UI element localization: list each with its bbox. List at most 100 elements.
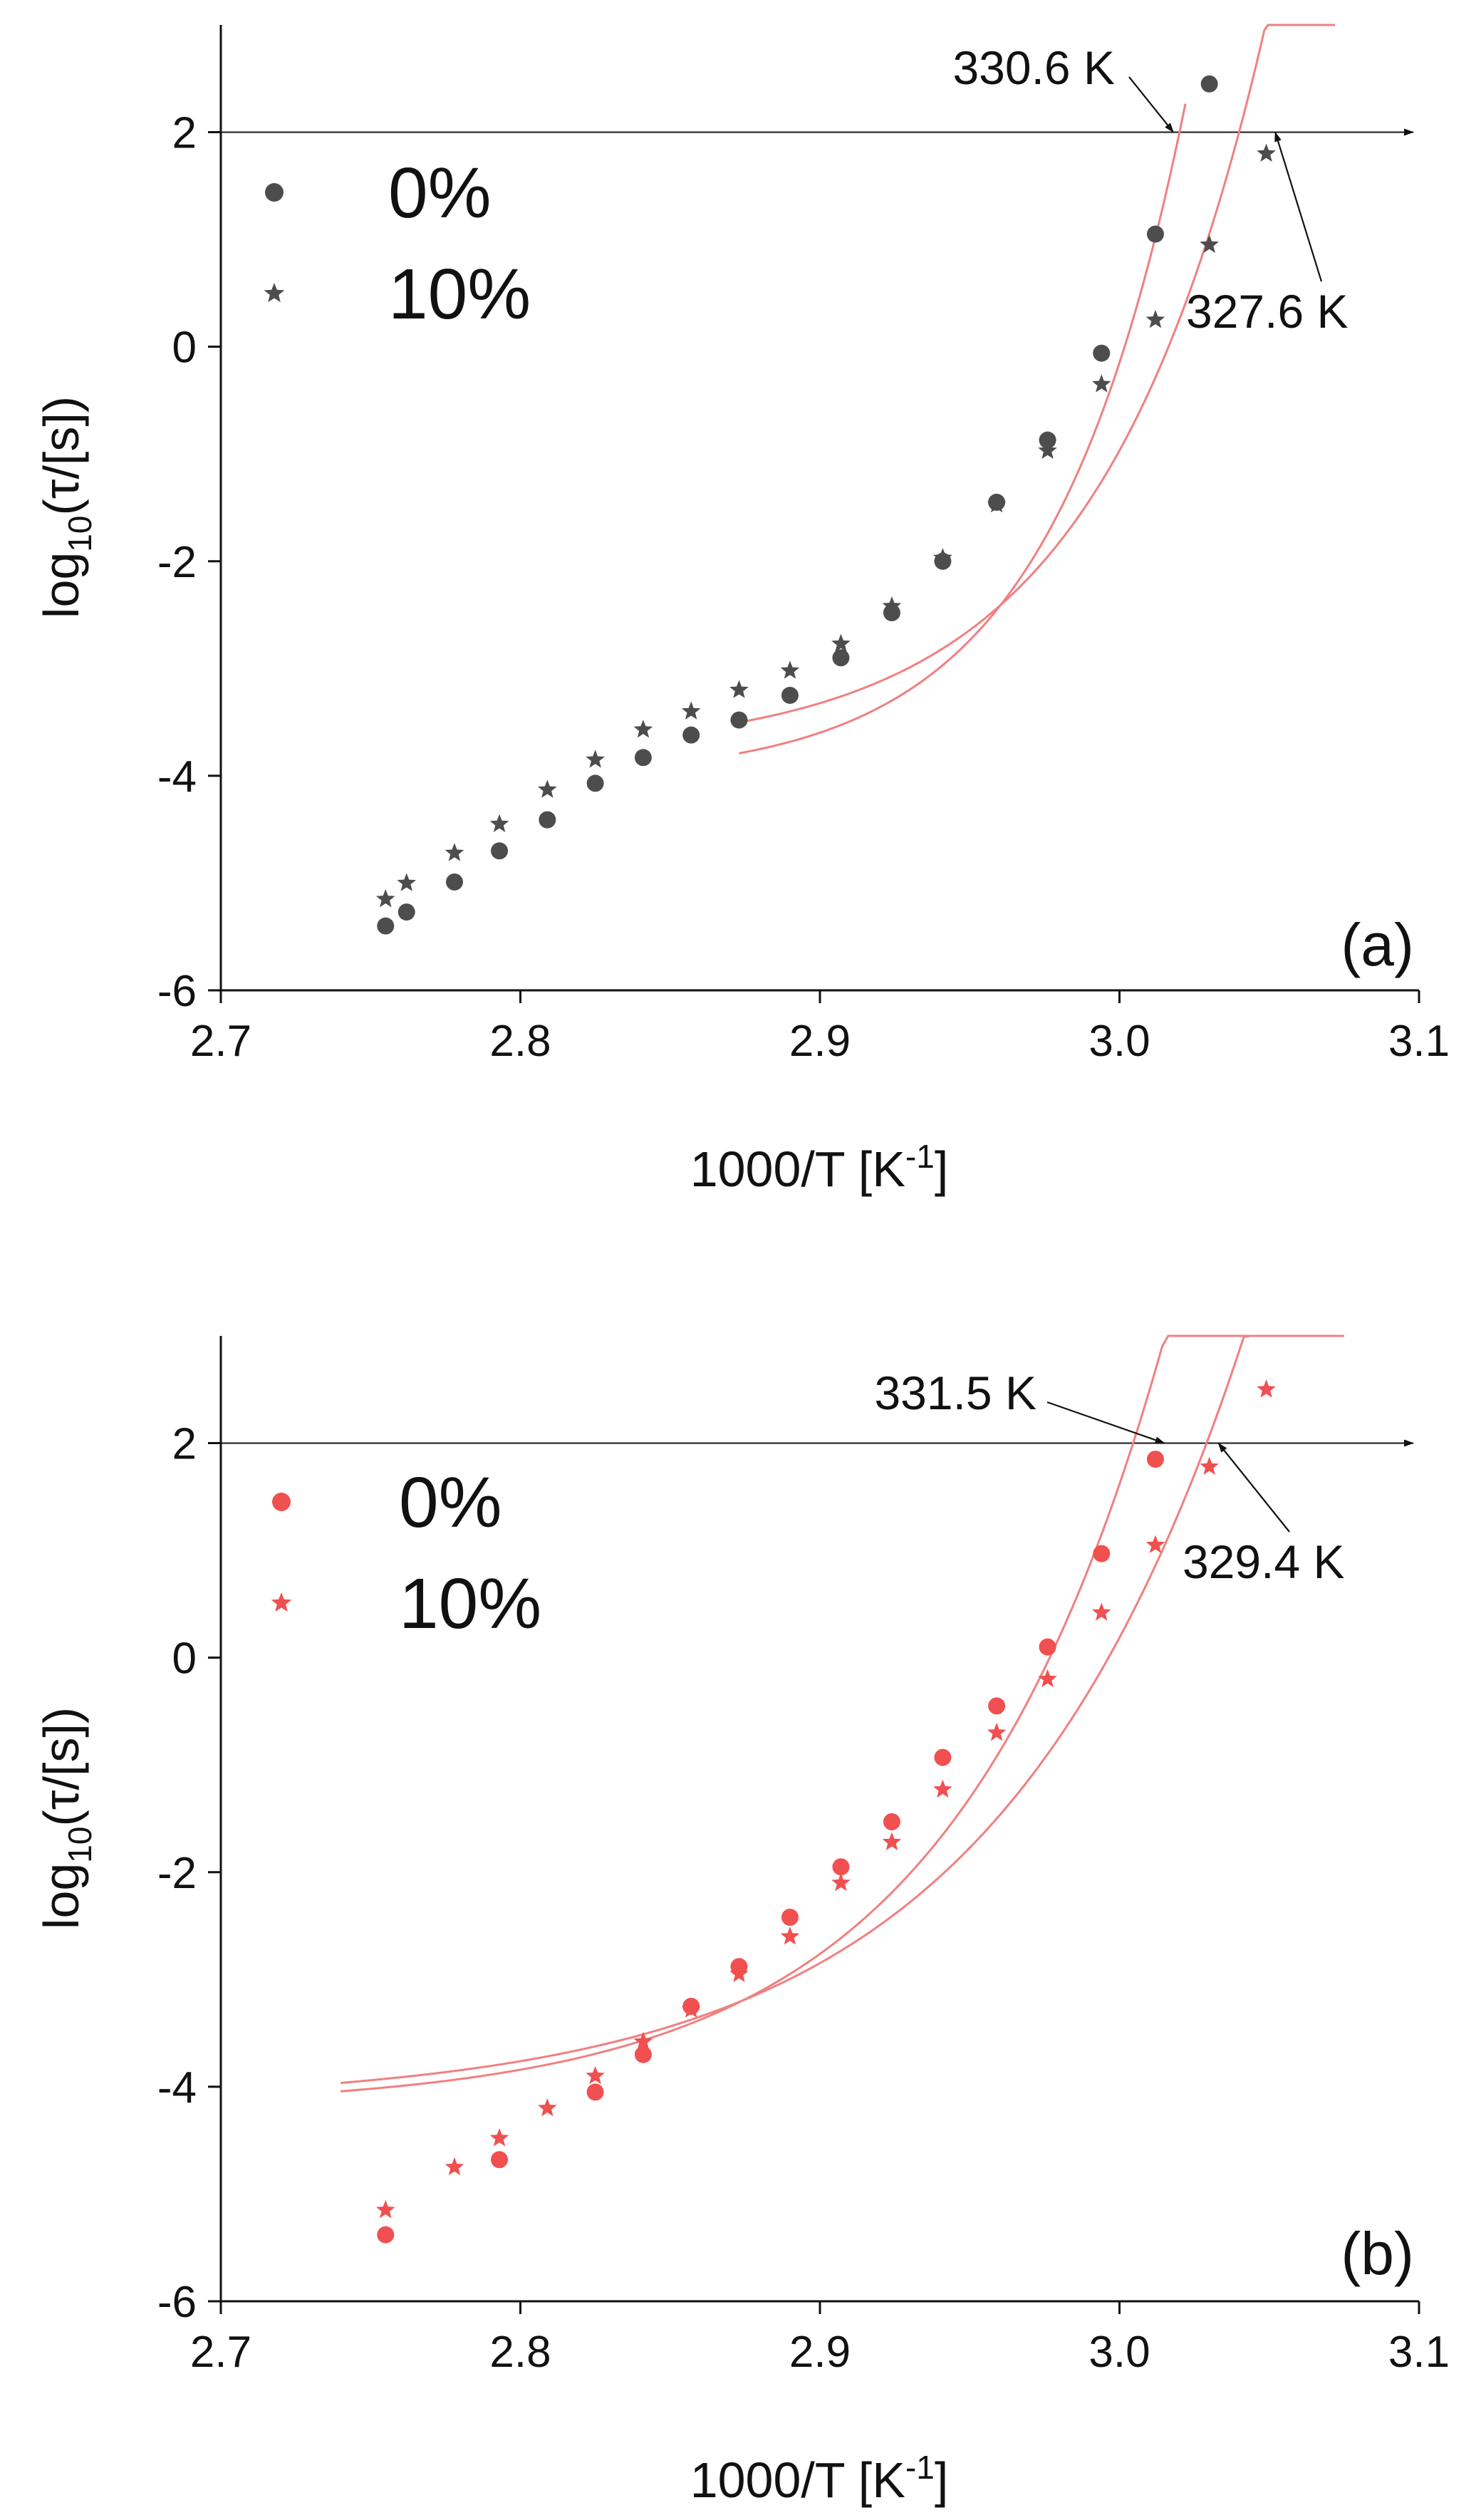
data-point-10pct	[987, 494, 1007, 513]
data-point-0pct	[988, 1697, 1006, 1715]
data-point-0pct	[781, 1909, 799, 1927]
legend-label: 0%	[388, 153, 492, 233]
data-point-10pct	[633, 2031, 653, 2050]
data-point-10pct	[1257, 1379, 1276, 1398]
legend-label: 10%	[399, 1564, 541, 1644]
x-tick-label: 2.9	[789, 1017, 851, 1066]
data-point-0pct	[397, 903, 415, 921]
y-tick-label: -2	[157, 538, 197, 587]
annotation-temperature: 330.6 K	[952, 41, 1115, 94]
panel-b: 2.7 2.8 2.9 3.0 3.1 -6 -4 -2 0 2 0% 10% 331.5 K 329.4…	[33, 1334, 1450, 2508]
data-point-10pct	[1145, 310, 1165, 328]
data-point-0pct	[1200, 75, 1218, 93]
x-tick-label: 3.0	[1088, 1017, 1150, 1066]
x-axis-label: 1000/T [K-1]	[690, 2449, 949, 2508]
data-point-10pct	[729, 680, 749, 698]
data-point-10pct	[987, 1723, 1007, 1741]
x-tick-label: 2.7	[190, 1017, 251, 1066]
data-point-0pct	[682, 726, 700, 744]
y-tick-label: -6	[157, 967, 197, 1016]
data-point-0pct	[832, 1858, 850, 1876]
data-point-0pct	[781, 686, 799, 704]
x-tick-label: 3.0	[1088, 2328, 1150, 2377]
x-axis-label: 1000/T [K-1]	[690, 1138, 949, 1197]
data-point-10pct	[445, 2157, 464, 2176]
data-point-10pct	[489, 2128, 509, 2147]
fit-curve-0pct	[341, 1334, 1294, 2093]
x-tick-label: 2.7	[190, 2328, 251, 2377]
data-point-0pct	[586, 2083, 604, 2101]
data-point-10pct	[586, 750, 605, 768]
y-axis-label: log10(τ/[s])	[33, 1707, 98, 1929]
annotation-arrow	[1274, 131, 1323, 282]
data-point-10pct	[633, 720, 653, 738]
data-point-10pct	[489, 814, 509, 832]
legend-marker-0pct	[272, 1493, 291, 1511]
data-point-10pct	[445, 843, 464, 861]
data-point-10pct	[831, 633, 851, 653]
legend-marker-0pct	[265, 183, 284, 202]
panel-label: (b)	[1341, 2220, 1414, 2287]
data-point-0pct	[832, 649, 850, 667]
x-tick-label: 2.8	[489, 1017, 551, 1066]
data-point-0pct	[377, 2226, 395, 2244]
x-tick-label: 3.1	[1388, 1017, 1450, 1066]
legend-marker-10pct	[271, 1592, 292, 1612]
y-tick-label: 0	[172, 323, 197, 373]
annotation-temperature: 331.5 K	[874, 1367, 1036, 1419]
data-point-10pct	[1145, 1535, 1165, 1553]
data-point-10pct	[1091, 1602, 1111, 1621]
data-point-10pct	[397, 873, 417, 891]
annotation-arrow	[1128, 76, 1175, 133]
data-point-10pct	[375, 889, 395, 908]
data-point-10pct	[831, 1872, 851, 1892]
data-point-0pct	[1039, 1638, 1056, 1656]
x-tick-label: 2.9	[789, 2328, 851, 2377]
data-point-0pct	[1039, 431, 1056, 449]
y-tick-label: -6	[157, 2278, 197, 2327]
legend-marker-10pct	[264, 283, 285, 303]
annotation-temperature: 329.4 K	[1183, 1535, 1345, 1588]
annotation-arrow	[1217, 1442, 1290, 1533]
data-point-0pct	[634, 2045, 652, 2063]
data-point-0pct	[634, 749, 652, 767]
data-point-10pct	[538, 779, 557, 798]
data-point-10pct	[1091, 374, 1111, 393]
annotation-temperature: 327.6 K	[1186, 285, 1349, 338]
legend-label: 10%	[388, 254, 531, 334]
fit-curve-10pct	[341, 1334, 1344, 2084]
fit-curve-0pct	[739, 103, 1187, 755]
data-point-10pct	[1200, 234, 1219, 253]
data-point-10pct	[1200, 1456, 1219, 1475]
legend-label: 0%	[399, 1463, 502, 1542]
data-point-10pct	[681, 701, 701, 720]
data-point-10pct	[586, 2065, 605, 2085]
x-tick-label: 3.1	[1388, 2328, 1450, 2377]
panel-label: (a)	[1341, 911, 1414, 978]
data-point-10pct	[1038, 1669, 1057, 1688]
data-point-0pct	[883, 1813, 900, 1831]
data-point-0pct	[377, 917, 395, 935]
data-point-10pct	[780, 660, 800, 679]
x-tick-label: 2.8	[489, 2328, 551, 2377]
data-point-0pct	[934, 1748, 952, 1766]
data-point-0pct	[539, 811, 556, 829]
data-point-0pct	[445, 873, 463, 891]
y-axis-label: log10(τ/[s])	[33, 396, 98, 618]
data-point-10pct	[882, 596, 902, 615]
data-point-0pct	[1146, 225, 1164, 243]
data-point-0pct	[1093, 344, 1111, 362]
y-tick-label: 0	[172, 1634, 197, 1684]
data-point-10pct	[1038, 440, 1057, 460]
annotation-arrow	[1046, 1401, 1165, 1444]
y-tick-label: -4	[157, 2063, 197, 2112]
data-point-10pct	[375, 2200, 395, 2219]
data-point-0pct	[586, 774, 604, 792]
data-point-0pct	[730, 711, 748, 729]
data-point-10pct	[933, 548, 952, 566]
data-point-0pct	[491, 2151, 509, 2169]
y-tick-label: 2	[172, 1420, 197, 1469]
data-point-10pct	[933, 1779, 952, 1798]
data-point-0pct	[1093, 1545, 1111, 1562]
